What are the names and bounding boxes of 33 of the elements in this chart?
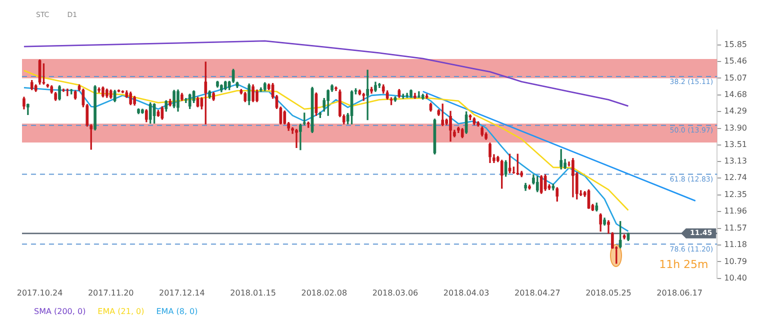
x-tick-label: 2017.10.24: [16, 288, 63, 298]
y-tick-label: 13.13: [724, 156, 748, 166]
y-tick-label: 12.74: [724, 173, 748, 182]
y-tick-label: 11.18: [724, 240, 748, 250]
x-tick-label: 2018.01.15: [230, 288, 276, 298]
x-tick-label: 2018.04.03: [443, 288, 490, 298]
y-tick-label: 15.85: [724, 40, 748, 49]
text: SMA (200, 0): [34, 307, 86, 316]
x-tick-label: 2018.06.17: [656, 288, 702, 298]
text: EMA (21, 0): [98, 307, 144, 316]
x-tick-label: 2018.05.25: [586, 288, 632, 298]
y-tick-label: 13.51: [724, 140, 748, 150]
candlestick: [295, 128, 298, 148]
y-tick-label: 15.46: [724, 56, 748, 66]
y-tick-label: 10.40: [724, 273, 748, 282]
candlestick: [607, 220, 610, 234]
y-tick-label: 13.90: [724, 123, 748, 132]
y-tick-label: 14.68: [724, 90, 748, 100]
y-tick-label: 11.57: [724, 223, 748, 232]
y-tick-label: 11.96: [724, 206, 748, 216]
x-tick-label: 2017.11.20: [88, 288, 134, 298]
text: EMA (8, 0): [156, 307, 198, 316]
y-tick-label: 10.79: [724, 256, 748, 266]
y-tick-label: 14.29: [724, 106, 748, 116]
y-tick-label: 15.07: [724, 73, 748, 82]
y-tick-label: 12.35: [724, 190, 748, 199]
x-tick-label: 2018.04.27: [514, 288, 560, 298]
x-tick-label: 2018.02.08: [301, 288, 348, 298]
annotation: 11h 25m: [659, 258, 708, 272]
x-tick-label: 2017.12.14: [159, 288, 205, 298]
candlestick: [406, 92, 408, 98]
x-tick-label: 2018.03.06: [372, 288, 418, 298]
candlestick: [366, 70, 369, 120]
